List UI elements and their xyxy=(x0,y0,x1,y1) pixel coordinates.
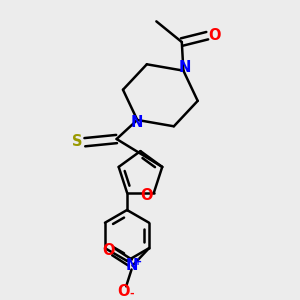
Text: O: O xyxy=(102,243,115,258)
Text: N: N xyxy=(178,60,190,75)
Text: S: S xyxy=(72,134,82,149)
Text: +: + xyxy=(134,256,142,266)
Text: O: O xyxy=(117,284,130,299)
Text: N: N xyxy=(130,115,142,130)
Text: -: - xyxy=(129,288,134,298)
Text: N: N xyxy=(125,258,138,273)
Text: O: O xyxy=(208,28,220,43)
Text: O: O xyxy=(141,188,153,202)
